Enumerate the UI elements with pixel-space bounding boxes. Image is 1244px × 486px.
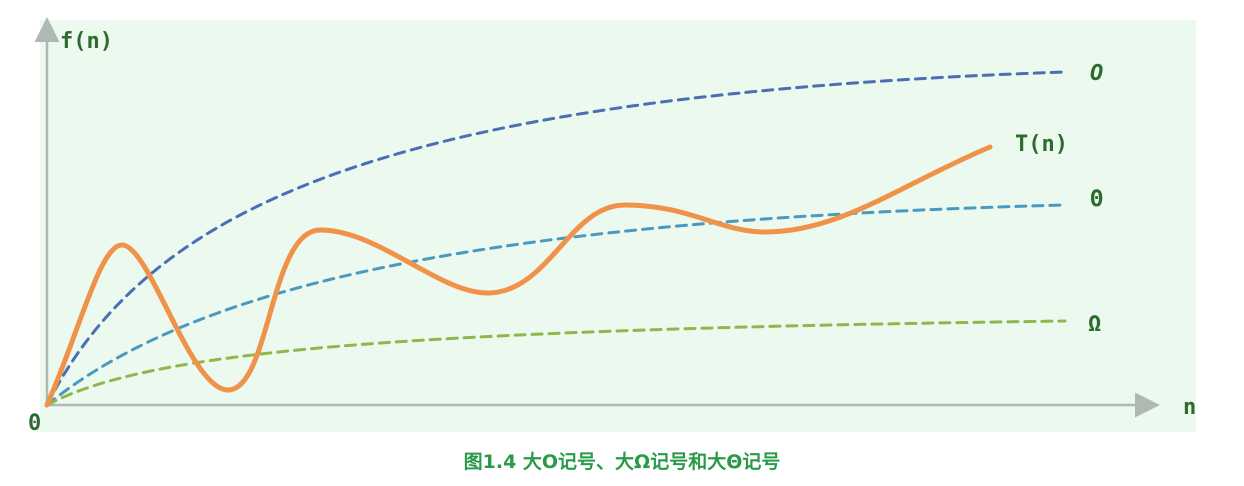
plot-background [40, 20, 1196, 432]
origin-label: 0 [28, 411, 41, 436]
y-axis-label: f(n) [60, 29, 113, 54]
caption: 图1.4 大O记号、大Ω记号和大Θ记号 [464, 450, 781, 473]
big-theta-curve [45, 203, 1067, 407]
x-axis-label: n [1183, 395, 1196, 420]
curve-label: T(n) [1015, 132, 1068, 157]
curve-label: Θ [1090, 187, 1103, 212]
curve-label: Ω [1088, 312, 1101, 337]
big-omega-curve [45, 319, 1067, 407]
curve-label: O [1090, 61, 1103, 86]
big-o-curve [45, 70, 1067, 407]
t-n-curve [44, 144, 993, 408]
